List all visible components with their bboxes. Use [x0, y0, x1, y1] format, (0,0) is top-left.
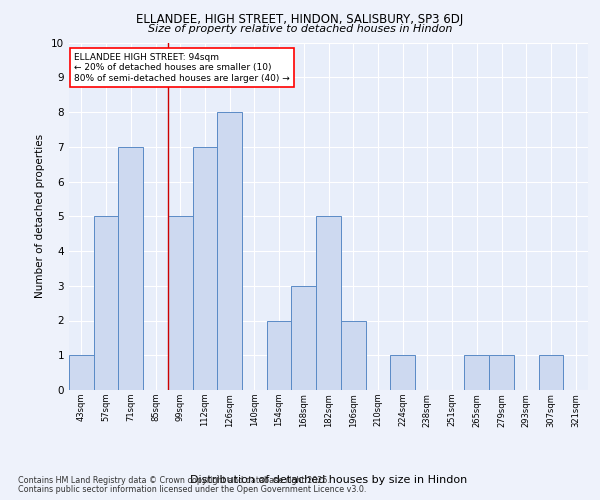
Bar [489, 355, 514, 390]
Bar [118, 147, 143, 390]
Bar [464, 355, 489, 390]
Bar [69, 355, 94, 390]
Bar [217, 112, 242, 390]
Text: ELLANDEE, HIGH STREET, HINDON, SALISBURY, SP3 6DJ: ELLANDEE, HIGH STREET, HINDON, SALISBURY… [136, 12, 464, 26]
Y-axis label: Number of detached properties: Number of detached properties [35, 134, 46, 298]
Bar [94, 216, 118, 390]
Bar [292, 286, 316, 390]
Text: ELLANDEE HIGH STREET: 94sqm
← 20% of detached houses are smaller (10)
80% of sem: ELLANDEE HIGH STREET: 94sqm ← 20% of det… [74, 53, 290, 82]
Bar [539, 355, 563, 390]
Bar [390, 355, 415, 390]
Text: Contains HM Land Registry data © Crown copyright and database right 2025.: Contains HM Land Registry data © Crown c… [18, 476, 330, 485]
Bar [193, 147, 217, 390]
Bar [341, 320, 365, 390]
Text: Contains public sector information licensed under the Open Government Licence v3: Contains public sector information licen… [18, 484, 367, 494]
Bar [316, 216, 341, 390]
X-axis label: Distribution of detached houses by size in Hindon: Distribution of detached houses by size … [190, 476, 467, 486]
Bar [168, 216, 193, 390]
Text: Size of property relative to detached houses in Hindon: Size of property relative to detached ho… [148, 24, 452, 34]
Bar [267, 320, 292, 390]
